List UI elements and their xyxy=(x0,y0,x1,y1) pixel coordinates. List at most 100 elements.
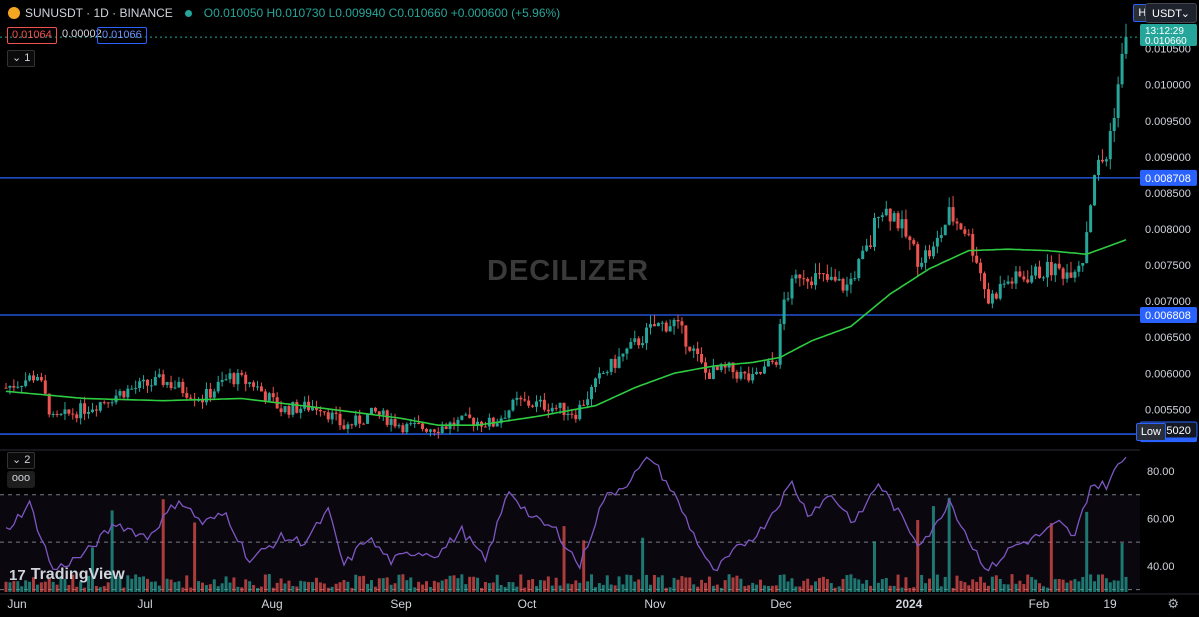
ask-price[interactable]: 0.01066 xyxy=(97,27,147,44)
candle-body xyxy=(743,371,747,374)
volume-bar xyxy=(480,587,484,592)
candle-body xyxy=(145,379,149,386)
candle-body xyxy=(106,402,110,404)
candle-body xyxy=(487,417,491,427)
candle-body xyxy=(762,366,766,374)
candle-body xyxy=(79,403,83,419)
watermark: DECILIZER xyxy=(487,255,650,287)
volume-bar xyxy=(912,587,916,592)
candle-body xyxy=(358,415,362,424)
candle-body xyxy=(574,414,578,420)
currency-select[interactable]: USDT ⌄ xyxy=(1145,3,1197,23)
volume-bar xyxy=(931,506,935,592)
volume-bar xyxy=(1093,581,1097,592)
settings-icon[interactable]: ⚙ xyxy=(1167,596,1179,611)
tradingview-logo-icon: 17 xyxy=(9,566,26,584)
candle-body xyxy=(311,406,315,411)
price-tick-label: 0.008500 xyxy=(1145,188,1191,200)
volume-bar xyxy=(405,580,409,592)
candle-body xyxy=(87,411,91,414)
volume-bar xyxy=(586,581,590,592)
more-options-button[interactable]: ooo xyxy=(7,471,35,488)
candle-body xyxy=(538,399,542,402)
volume-bar xyxy=(715,584,719,592)
volume-bar xyxy=(994,575,998,592)
volume-bar xyxy=(401,574,405,592)
candle-body xyxy=(138,381,142,389)
candle-body xyxy=(1096,159,1100,176)
candle-body xyxy=(161,374,165,385)
volume-bar xyxy=(857,579,861,592)
candle-body xyxy=(373,407,377,412)
volume-bar xyxy=(169,579,173,592)
low-marker-label: Low xyxy=(1135,423,1166,441)
candle-body xyxy=(1026,279,1030,283)
candle-body xyxy=(629,341,633,349)
candle-body xyxy=(523,399,527,401)
candle-body xyxy=(1045,261,1049,278)
volume-bar xyxy=(499,584,503,592)
volume-bar xyxy=(727,574,731,592)
candle-body xyxy=(1030,275,1034,283)
candle-body xyxy=(990,293,994,304)
volume-bar xyxy=(318,582,322,592)
volume-bar xyxy=(1089,574,1093,592)
candle-body xyxy=(747,373,751,381)
volume-bar xyxy=(806,578,810,592)
candle-body xyxy=(440,426,444,433)
low-value: L0.009940 xyxy=(328,6,386,20)
candle-body xyxy=(872,217,876,247)
symbol-title[interactable]: SUNUSDT · 1D · BINANCE xyxy=(25,6,173,20)
volume-bar xyxy=(786,581,790,592)
open-value: O0.010050 xyxy=(203,6,264,20)
candle-body xyxy=(645,327,649,344)
volume-bar xyxy=(189,587,193,592)
candle-body xyxy=(464,414,468,416)
candle-body xyxy=(931,246,935,257)
volume-bar xyxy=(1124,576,1128,592)
candle-body xyxy=(845,284,849,291)
bid-price[interactable]: 0.01064 xyxy=(7,27,57,44)
volume-bar xyxy=(888,585,892,592)
volume-bar xyxy=(63,579,67,592)
candle-body xyxy=(1038,266,1042,279)
candle-body xyxy=(259,386,263,392)
volume-bar xyxy=(417,581,421,592)
candle-body xyxy=(1006,281,1010,284)
price-pane-collapse-button[interactable]: ⌄ 1 xyxy=(7,50,36,67)
volume-bar xyxy=(833,587,837,592)
candle-body xyxy=(1112,118,1116,132)
volume-bar xyxy=(1014,583,1018,592)
volume-bar xyxy=(1018,580,1022,592)
candle-body xyxy=(983,273,987,290)
volume-bar xyxy=(990,576,994,592)
volume-bar xyxy=(1041,586,1045,592)
last-price-label: 0.010660 xyxy=(1145,36,1187,47)
volume-bar xyxy=(1112,580,1116,592)
candle-body xyxy=(32,375,36,381)
candle-body xyxy=(515,397,519,400)
candle-body xyxy=(700,353,704,363)
volume-bar xyxy=(641,537,645,592)
candle-body xyxy=(244,374,248,384)
candle-body xyxy=(185,393,189,398)
candle-body xyxy=(590,386,594,400)
volume-bar xyxy=(625,574,629,592)
volume-bar xyxy=(998,578,1002,592)
rsi-pane-collapse-button[interactable]: ⌄ 2 xyxy=(7,452,36,469)
candle-body xyxy=(735,372,739,379)
candle-body xyxy=(916,244,920,267)
rsi-tick-label: 40.00 xyxy=(1147,561,1175,573)
volume-bar xyxy=(664,587,668,592)
candle-body xyxy=(511,399,515,411)
volume-bar xyxy=(955,575,959,592)
volume-bar xyxy=(326,587,330,592)
candle-body xyxy=(424,428,428,432)
candle-body xyxy=(672,319,676,327)
volume-bar xyxy=(967,585,971,592)
candle-body xyxy=(177,381,181,388)
volume-bar xyxy=(676,579,680,592)
volume-bar xyxy=(244,579,248,592)
volume-bar xyxy=(409,577,413,592)
